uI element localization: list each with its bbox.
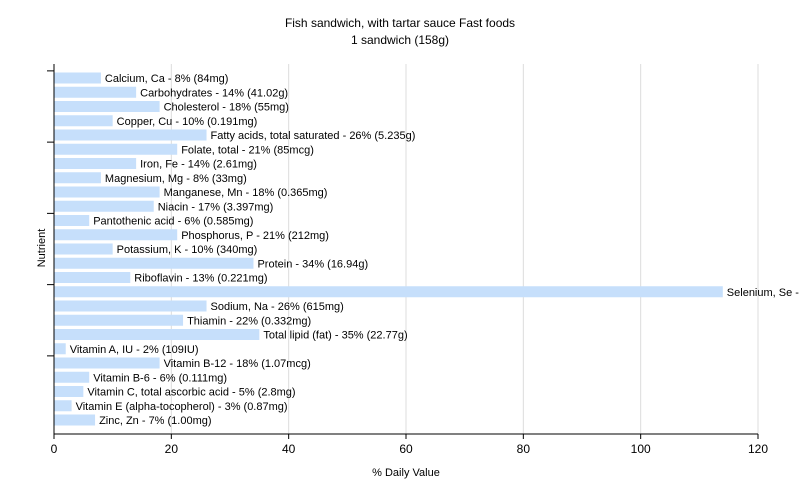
bar-label: Pantothenic acid - 6% (0.585mg) — [93, 216, 253, 228]
bar — [54, 186, 160, 198]
x-tick-label: 20 — [165, 442, 179, 456]
bar — [54, 172, 101, 184]
x-tick-label: 100 — [631, 442, 651, 456]
chart-title: Fish sandwich, with tartar sauce Fast fo… — [285, 16, 515, 30]
x-tick-label: 80 — [517, 442, 531, 456]
bar-labels-group: Calcium, Ca - 8% (84mg) Carbohydrates - 1… — [70, 73, 800, 427]
bar — [54, 72, 101, 84]
bar-label: Vitamin B-12 - 18% (1.07mcg) — [164, 358, 311, 370]
bar — [54, 200, 154, 212]
bar-label: Magnesium, Mg - 8% (33mg) — [105, 173, 247, 185]
bar — [54, 229, 178, 241]
bar-label: Vitamin C, total ascorbic acid - 5% (2.8… — [87, 387, 295, 399]
bar — [54, 129, 207, 141]
bar — [54, 414, 96, 426]
bar — [54, 101, 160, 112]
bar-label: Thiamin - 22% (0.332mg) — [187, 315, 311, 327]
x-tick-label: 40 — [282, 442, 296, 456]
bar-label: Cholesterol - 18% (55mg) — [164, 102, 289, 114]
bar — [54, 257, 254, 269]
bar — [54, 143, 178, 155]
bar — [54, 386, 84, 397]
bar-label: Sodium, Na - 26% (615mg) — [211, 301, 344, 313]
bar — [54, 357, 160, 369]
bar — [54, 343, 66, 355]
bar-label: Potassium, K - 10% (340mg) — [117, 244, 258, 256]
bars-group — [54, 72, 723, 426]
bar-label: Carbohydrates - 14% (41.02g) — [140, 87, 288, 99]
bar — [54, 400, 72, 412]
bar-label: Vitamin B-6 - 6% (0.111mg) — [93, 372, 227, 384]
bar-label: Folate, total - 21% (85mcg) — [181, 144, 314, 156]
chart-subtitle: 1 sandwich (158g) — [351, 33, 449, 47]
y-axis-label: Nutrient — [36, 229, 48, 268]
bar — [54, 314, 184, 326]
bar — [54, 300, 207, 312]
x-tick-label: 60 — [399, 442, 413, 456]
bar — [54, 272, 131, 283]
bar-label: Riboflavin - 13% (0.221mg) — [134, 273, 267, 285]
bar-label: Copper, Cu - 10% (0.191mg) — [117, 116, 258, 128]
bar — [54, 286, 723, 298]
bar-label: Total lipid (fat) - 35% (22.77g) — [263, 330, 407, 342]
bar-label: Niacin - 17% (3.397mg) — [158, 201, 274, 213]
x-axis-label: % Daily Value — [372, 467, 440, 479]
bar-label: Zinc, Zn - 7% (1.00mg) — [99, 415, 211, 427]
bar — [54, 329, 260, 340]
bar-label: Manganese, Mn - 18% (0.365mg) — [164, 187, 328, 199]
bar — [54, 86, 137, 98]
bar-label: Selenium, Se - 114% (79.9mcg) — [727, 287, 800, 299]
x-tick-label: 0 — [51, 442, 58, 456]
bar — [54, 158, 137, 169]
bar — [54, 215, 90, 226]
bar — [54, 115, 113, 127]
bar-label: Calcium, Ca - 8% (84mg) — [105, 73, 228, 85]
bar-label: Vitamin A, IU - 2% (109IU) — [70, 344, 199, 356]
x-tick-label: 120 — [748, 442, 768, 456]
bar — [54, 371, 90, 383]
bar-label: Iron, Fe - 14% (2.61mg) — [140, 159, 257, 171]
bar-label: Protein - 34% (16.94g) — [257, 258, 368, 270]
gridlines — [170, 64, 759, 434]
x-ticks-group: 0 20 40 60 80 100 120 — [51, 434, 768, 456]
bar-label: Vitamin E (alpha-tocopherol) - 3% (0.87m… — [76, 401, 288, 413]
bar-label: Phosphorus, P - 21% (212mg) — [181, 230, 329, 242]
bar-label: Fatty acids, total saturated - 26% (5.23… — [211, 130, 416, 142]
bar — [54, 243, 113, 255]
